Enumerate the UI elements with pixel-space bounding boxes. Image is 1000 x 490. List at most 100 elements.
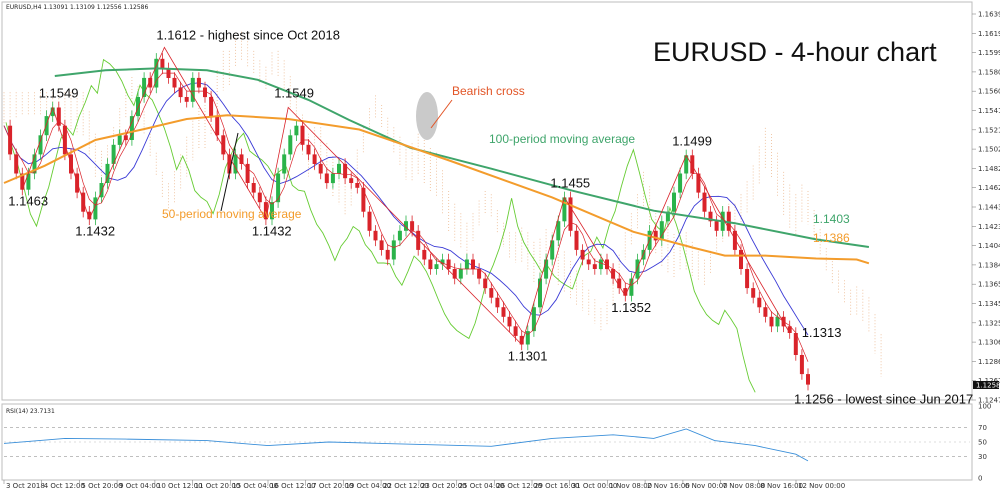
- x-tick-label: 15 Oct 04:00: [232, 482, 278, 490]
- x-tick-label: 4 Oct 12:00: [44, 482, 85, 490]
- last-sma100-value: 1.1403: [813, 212, 850, 226]
- y-axis: 1.16390 1.16195 1.15995 1.15800 1.15605 1.154…: [972, 11, 1000, 405]
- candle-body: [361, 187, 366, 212]
- x-tick-label: 31 Oct 00:00: [572, 482, 618, 490]
- candle-body: [154, 58, 159, 88]
- price-annotations: 1.1612 - highest since Oct 2018 1.1549 1.1…: [8, 27, 973, 406]
- candle-body: [525, 331, 530, 345]
- candle-body: [592, 264, 597, 269]
- x-tick-label: 9 Oct 04:00: [119, 482, 160, 490]
- rsi-tick-label: 100: [978, 403, 991, 411]
- x-tick-label: 8 Nov 16:00: [760, 482, 803, 490]
- candle-body: [14, 154, 19, 174]
- candle-body: [568, 197, 573, 231]
- candle-body: [196, 77, 201, 88]
- y-tick-label: 1.12865: [978, 358, 1000, 366]
- candle-body: [556, 221, 561, 241]
- candle-body: [617, 278, 622, 289]
- x-tick-label: 16 Oct 12:00: [270, 482, 316, 490]
- candle-body: [306, 144, 311, 155]
- candle-body: [434, 264, 439, 269]
- candle-body: [190, 77, 195, 102]
- x-tick-label: 10 Oct 12:00: [157, 482, 203, 490]
- candle-body: [611, 269, 616, 279]
- x-tick-label: 19 Oct 04:00: [345, 482, 391, 490]
- candle-body: [99, 183, 104, 198]
- candle-body: [203, 87, 207, 98]
- last-sma50-value: 1.1386: [813, 231, 850, 245]
- bearish-cross-highlight: [416, 92, 438, 140]
- x-tick-label: 26 Oct 12:00: [496, 482, 542, 490]
- sma100-series: [54, 67, 870, 248]
- candle-body: [148, 77, 153, 88]
- rsi-panel-frame: [1, 403, 973, 481]
- candle-body: [452, 269, 457, 279]
- candle-body: [209, 97, 214, 117]
- candle-body: [404, 221, 408, 231]
- candle-body: [787, 326, 792, 333]
- candle-body: [605, 259, 609, 270]
- candlesticks: [8, 53, 810, 391]
- tenkan-line: [3, 72, 809, 362]
- price-annotation: 1.1612 - highest since Oct 2018: [156, 27, 340, 42]
- candle-body: [690, 155, 695, 174]
- candle-body: [87, 211, 92, 220]
- candle-body: [337, 163, 341, 174]
- x-tick-label: 22 Oct 12:00: [383, 482, 429, 490]
- rsi-label: RSI(14) 23.7131: [6, 408, 55, 415]
- price-annotation: 1.1499: [672, 133, 712, 148]
- sma100-label: 100-period moving average: [489, 132, 635, 146]
- candle-body: [142, 77, 147, 97]
- candle-body: [136, 97, 140, 117]
- candle-body: [245, 163, 250, 183]
- candle-body: [81, 192, 86, 212]
- y-tick-label: 1.13650: [978, 281, 1000, 289]
- y-tick-label: 1.14040: [978, 242, 1000, 250]
- candle-body: [440, 259, 445, 265]
- x-tick-label: 7 Nov 08:00: [723, 482, 766, 490]
- chikou-line: [5, 58, 756, 393]
- candle-body: [324, 173, 329, 184]
- candle-body: [763, 307, 768, 317]
- candle-body: [562, 197, 567, 222]
- candle-body: [446, 259, 451, 270]
- x-tick-label: 25 Oct 04:00: [459, 482, 505, 490]
- candle-body: [20, 173, 25, 190]
- y-tick-label: 1.14625: [978, 184, 1000, 192]
- rsi-line: [3, 428, 809, 462]
- candle-body: [799, 355, 804, 375]
- sma100-line: [54, 67, 870, 248]
- candle-body: [580, 249, 585, 260]
- candle-body: [367, 211, 372, 231]
- y-tick-label: 1.13255: [978, 319, 1000, 327]
- candle-body: [702, 192, 707, 212]
- candle-body: [769, 316, 774, 327]
- current-price-label: 1.12586: [976, 382, 1000, 390]
- candle-body: [598, 259, 603, 270]
- candle-body: [300, 125, 305, 145]
- candle-body: [123, 135, 128, 141]
- rsi-tick-label: 50: [978, 439, 987, 447]
- candle-body: [227, 154, 232, 174]
- candle-body: [397, 230, 402, 241]
- candle-body: [56, 107, 61, 126]
- x-tick-label: 3 Oct 2018: [6, 482, 45, 490]
- candle-body: [330, 173, 335, 184]
- candle-body: [519, 335, 524, 345]
- candle-body: [263, 202, 268, 220]
- candle-body: [184, 97, 189, 102]
- candle-body: [410, 221, 415, 231]
- candle-body: [282, 154, 287, 174]
- candle-body: [623, 288, 628, 296]
- candle-body: [385, 249, 390, 260]
- candle-body: [507, 316, 512, 327]
- candle-body: [270, 202, 274, 220]
- candle-body: [696, 173, 701, 193]
- y-tick-label: 1.15410: [978, 107, 1000, 115]
- candle-body: [160, 58, 165, 69]
- candle-body: [684, 155, 689, 174]
- candle-body: [233, 154, 238, 174]
- zigzag-lines: [21, 46, 791, 346]
